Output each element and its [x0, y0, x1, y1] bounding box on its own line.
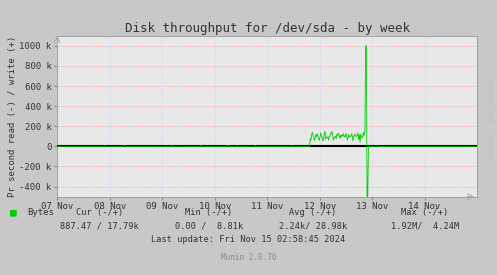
Text: 1.92M/  4.24M: 1.92M/ 4.24M	[391, 221, 459, 230]
Text: Max (-/+): Max (-/+)	[401, 208, 449, 217]
Title: Disk throughput for /dev/sda - by week: Disk throughput for /dev/sda - by week	[125, 21, 410, 35]
Text: Munin 2.0.76: Munin 2.0.76	[221, 253, 276, 262]
Text: RRDTOOL / TOBI OETIKER: RRDTOOL / TOBI OETIKER	[490, 77, 495, 160]
Text: 887.47 / 17.79k: 887.47 / 17.79k	[60, 221, 139, 230]
Text: 2.24k/ 28.98k: 2.24k/ 28.98k	[279, 221, 347, 230]
Y-axis label: Pr second read (-) / write (+): Pr second read (-) / write (+)	[7, 35, 16, 197]
Text: Avg (-/+): Avg (-/+)	[289, 208, 337, 217]
Text: Cur (-/+): Cur (-/+)	[76, 208, 123, 217]
Text: Bytes: Bytes	[27, 208, 54, 217]
Text: Last update: Fri Nov 15 02:58:45 2024: Last update: Fri Nov 15 02:58:45 2024	[152, 235, 345, 244]
Text: ■: ■	[10, 208, 17, 218]
Text: Min (-/+): Min (-/+)	[185, 208, 233, 217]
Text: 0.00 /  8.81k: 0.00 / 8.81k	[174, 221, 243, 230]
